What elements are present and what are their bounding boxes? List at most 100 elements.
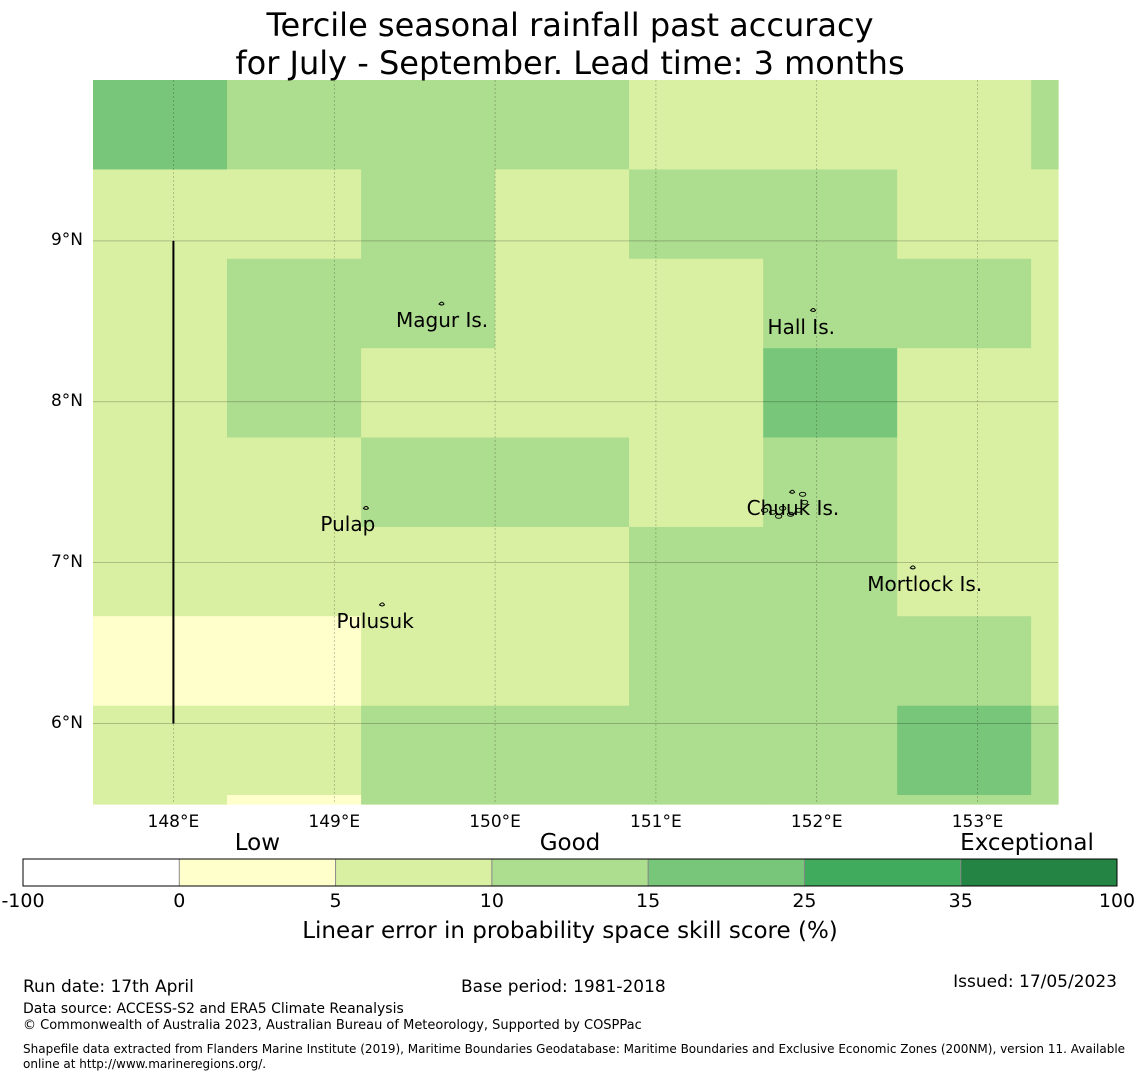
island-outline — [809, 308, 817, 313]
place-label: Magur Is. — [396, 308, 489, 333]
colorbar — [22, 858, 1118, 887]
grid-cell — [93, 258, 228, 349]
grid-cell — [226, 437, 362, 528]
grid-cell — [226, 348, 362, 439]
grid-cell — [495, 794, 630, 805]
grid-cell — [93, 794, 228, 805]
grid-cell — [763, 348, 898, 439]
grid-cell — [361, 616, 496, 707]
grid-cell — [226, 794, 362, 805]
colorbar-segment — [23, 859, 180, 886]
latitude-tick-label: 8°N — [50, 390, 83, 411]
longitude-tick-label: 149°E — [308, 812, 361, 832]
place-label: Chuuk Is. — [746, 496, 840, 521]
colorbar-tick-label: -100 — [1, 890, 45, 912]
atoll-islet — [800, 499, 809, 505]
grid-cell — [226, 526, 362, 617]
grid-cell — [93, 169, 228, 260]
colorbar-segment — [648, 859, 805, 886]
map-title-line-1: Tercile seasonal rainfall past accuracy — [266, 6, 874, 44]
grid-cell — [629, 169, 764, 260]
colorbar-segment — [491, 859, 649, 886]
grid-cell — [495, 705, 630, 796]
grid-cell — [361, 258, 496, 349]
grid-cell — [763, 526, 898, 617]
map-title-line-2: for July - September. Lead time: 3 month… — [235, 44, 905, 82]
atoll-islet — [778, 505, 787, 511]
grid-cell — [1031, 794, 1059, 805]
colorbar-axis-label: Linear error in probability space skill … — [302, 918, 838, 944]
place-label: Pulusuk — [336, 608, 414, 633]
colorbar-category-label: Low — [234, 830, 281, 856]
grid-cell — [1031, 437, 1059, 528]
colorbar-tick-label: 25 — [792, 890, 817, 912]
atoll-islet — [798, 491, 807, 497]
island-outline — [909, 565, 916, 570]
atoll-islet — [794, 507, 803, 513]
grid-cell — [93, 526, 228, 617]
grid-cell — [226, 705, 362, 796]
colorbar-category-label: Good — [539, 830, 601, 856]
grid-cell — [629, 348, 764, 439]
grid-cell — [629, 80, 764, 171]
colorbar-segment — [804, 859, 961, 886]
colorbar-tick-label: 0 — [173, 890, 186, 912]
data-source: Data source: ACCESS-S2 and ERA5 Climate … — [23, 1001, 404, 1017]
colorbar-frame — [22, 858, 1118, 887]
copyright-notice: © Commonwealth of Australia 2023, Austra… — [23, 1018, 642, 1033]
longitude-tick-label: 153°E — [951, 812, 1004, 832]
colorbar-segment — [960, 859, 1117, 886]
grid-cell — [629, 526, 764, 617]
grid-cell — [361, 526, 496, 617]
colorbar-tick-label: 35 — [948, 890, 973, 912]
grid-cell — [897, 616, 1032, 707]
run-date: Run date: 17th April — [23, 977, 194, 997]
grid-cell — [1031, 705, 1059, 796]
atoll-islet — [786, 511, 795, 517]
grid-cell — [897, 437, 1032, 528]
grid-cell — [897, 526, 1032, 617]
grid-cell — [763, 437, 898, 528]
place-label: Hall Is. — [767, 314, 835, 339]
grid-cell — [495, 616, 630, 707]
latitude-tick-label: 7°N — [50, 551, 83, 572]
grid-cell — [93, 348, 228, 439]
grid-cell — [495, 437, 630, 528]
skill-grid — [93, 80, 1059, 805]
longitude-tick-label: 150°E — [469, 812, 521, 832]
grid-cell — [1031, 348, 1059, 439]
grid-cell — [629, 794, 764, 805]
grid-cell — [495, 258, 630, 349]
grid-cell — [93, 705, 228, 796]
grid-cell — [629, 437, 764, 528]
longitude-tick-label: 152°E — [790, 812, 843, 832]
colorbar-category-label: Exceptional — [960, 830, 1094, 856]
grid-cell — [629, 705, 764, 796]
grid-cell — [897, 348, 1032, 439]
grid-cell — [361, 169, 496, 260]
shapefile-credit-line-1: Shapefile data extracted from Flanders M… — [23, 1042, 1126, 1056]
grid-cell — [495, 526, 630, 617]
grid-cell — [1031, 526, 1059, 617]
longitude-tick-label: 151°E — [630, 812, 682, 832]
colorbar-tick-label: 15 — [636, 890, 661, 912]
grid-cell — [226, 616, 362, 707]
longitude-tick-label: 148°E — [147, 812, 200, 832]
grid-cell — [763, 705, 898, 796]
grid-cell — [1031, 258, 1059, 349]
island-outline — [378, 602, 386, 607]
colorbar-tick-label: 100 — [1098, 890, 1136, 912]
grid-cell — [226, 258, 362, 349]
grid-cell — [1031, 80, 1059, 171]
grid-cell — [763, 169, 898, 260]
latitude-tick-label: 6°N — [50, 712, 83, 733]
grid-cell — [93, 437, 228, 528]
grid-cell — [629, 258, 764, 349]
island-outlines — [362, 301, 916, 607]
colorbar-tick-label: 10 — [479, 890, 504, 912]
grid-cell — [93, 80, 228, 171]
grid-cell — [897, 80, 1032, 171]
atoll-islet — [760, 507, 769, 513]
grid-cell — [763, 80, 898, 171]
